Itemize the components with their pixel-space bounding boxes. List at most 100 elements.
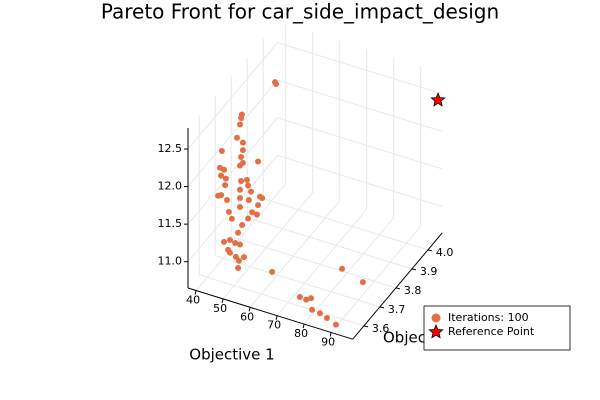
point: [221, 238, 228, 245]
grid-line: [187, 154, 278, 263]
y-tick: [363, 325, 369, 328]
point: [259, 195, 266, 202]
x-axis: [187, 287, 353, 340]
y-tick: [411, 268, 417, 271]
grid-line: [187, 79, 278, 187]
x-axis-label: Objective 1: [189, 346, 274, 364]
point: [339, 265, 346, 272]
point: [238, 178, 245, 185]
grid-line: [330, 225, 422, 333]
point: [225, 208, 232, 215]
point: [236, 194, 243, 201]
point: [222, 175, 229, 182]
x-tick: [194, 290, 197, 295]
point: [232, 240, 239, 247]
point: [316, 310, 323, 317]
x-tick-label: 80: [294, 327, 308, 340]
point: [239, 221, 246, 228]
z-tick-label: 12.0: [158, 180, 183, 193]
z-tick-label: 12.5: [158, 142, 183, 155]
point: [236, 162, 243, 169]
point: [359, 279, 366, 286]
point: [255, 158, 262, 165]
point: [241, 254, 248, 261]
point: [239, 139, 246, 146]
grid-line: [277, 117, 443, 170]
point: [224, 196, 231, 203]
point: [218, 148, 225, 155]
x-tick-label: 40: [186, 294, 200, 307]
point: [215, 192, 222, 199]
y-axis: [352, 232, 443, 340]
grid-line: [277, 42, 443, 95]
legend-label: Reference Point: [448, 325, 535, 338]
y-tick-label: 4.0: [436, 246, 454, 259]
x-tick-label: 90: [321, 335, 335, 348]
point: [226, 236, 233, 243]
point: [226, 249, 233, 256]
z-tick-label: 11.5: [158, 217, 183, 230]
point: [236, 203, 243, 210]
grid-line: [215, 255, 381, 308]
point: [309, 306, 316, 313]
grid-line: [247, 217, 413, 270]
legend-marker: [431, 313, 441, 323]
grid-line: [222, 192, 314, 300]
point: [218, 172, 225, 179]
grid-line: [277, 154, 443, 207]
point: [221, 166, 228, 173]
chart-title: Pareto Front for car_side_impact_design: [101, 0, 499, 24]
point: [235, 257, 242, 264]
point: [245, 182, 252, 189]
point: [296, 293, 303, 300]
y-tick-label: 3.7: [388, 303, 406, 316]
x-tick: [329, 332, 332, 337]
grid-line: [303, 217, 395, 325]
point: [323, 315, 330, 322]
grid-line: [249, 200, 341, 308]
y-tick: [427, 249, 433, 252]
x-tick: [221, 298, 224, 304]
grid-line: [187, 42, 278, 150]
y-tick-label: 3.6: [372, 322, 390, 335]
point: [249, 209, 256, 216]
grid-line: [277, 79, 443, 132]
z-tick-label: 11.0: [158, 255, 183, 268]
x-tick-label: 60: [240, 310, 254, 323]
point: [236, 241, 243, 248]
star-marker: [430, 92, 446, 107]
point: [245, 215, 252, 222]
grid-line: [263, 198, 429, 251]
x-tick: [248, 307, 251, 312]
point: [237, 121, 244, 128]
grid-line: [187, 117, 278, 225]
grid-line: [199, 274, 365, 327]
x-tick-label: 70: [267, 319, 281, 332]
point: [303, 296, 310, 303]
legend-marker: [428, 323, 444, 339]
point: [273, 80, 280, 87]
y-tick-label: 3.9: [420, 265, 438, 278]
point: [238, 154, 245, 161]
point: [238, 115, 245, 122]
grid-line: [276, 208, 368, 317]
point: [245, 197, 252, 204]
point: [248, 188, 255, 195]
point: [235, 265, 242, 272]
point: [235, 229, 242, 236]
point: [255, 202, 262, 209]
point: [243, 176, 250, 183]
point: [269, 268, 276, 275]
legend-label: Iterations: 100: [448, 311, 529, 324]
y-tick-label: 3.8: [404, 284, 422, 297]
point: [253, 211, 260, 218]
legend-box: [423, 305, 571, 351]
grid-line: [231, 236, 397, 289]
point: [236, 186, 243, 193]
grid-line: [195, 183, 287, 291]
point: [228, 215, 235, 222]
y-tick: [395, 287, 401, 290]
point: [234, 134, 240, 141]
